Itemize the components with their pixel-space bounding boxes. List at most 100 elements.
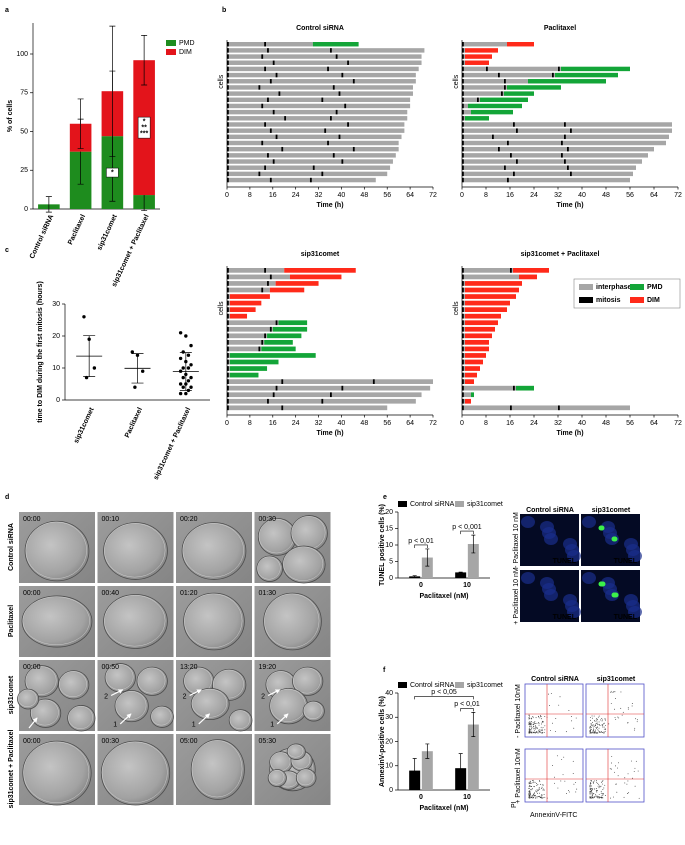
cytometry-event (604, 795, 606, 796)
mitosis-mark (227, 307, 229, 312)
fate-bar (504, 91, 534, 96)
cytometry-event (535, 727, 537, 729)
cytometry-event (597, 716, 599, 718)
cytometry-event (534, 730, 535, 732)
cytometry-event (589, 783, 591, 785)
fate-bar (275, 281, 319, 286)
y-tick-label: 25 (20, 167, 28, 174)
mitosis-mark (352, 146, 355, 152)
cytometry-event (590, 724, 592, 726)
legend-label: sip31comet (467, 682, 503, 689)
cytometry-event (530, 722, 532, 724)
x-tick-label: 40 (578, 420, 586, 427)
cytometry-event (528, 792, 530, 794)
cytometry-event (614, 716, 616, 718)
mitosis-mark (561, 153, 563, 158)
data-point (184, 334, 188, 338)
y-tick-label: 0 (56, 397, 60, 404)
x-tick-label: Paclitaxel (67, 214, 87, 246)
cytometry-event (595, 795, 597, 797)
cytometry-event (536, 796, 538, 798)
data-point (189, 385, 193, 389)
cytometry-event (530, 729, 532, 731)
fate-bar (555, 72, 618, 78)
stain-label: TUNEL (614, 614, 638, 621)
arrow (276, 713, 289, 725)
bar (455, 572, 467, 578)
legend-swatch (455, 501, 464, 507)
cell (263, 592, 322, 651)
cytometry-event (626, 783, 628, 785)
cell-highlight (22, 596, 90, 646)
x-tick-label: 48 (602, 192, 610, 199)
cytometry-event (603, 722, 605, 724)
y-tick-label: 40 (385, 690, 393, 697)
x-tick-label: 8 (248, 192, 252, 199)
arrow-label: 1 (192, 722, 196, 729)
fate-bar (278, 320, 308, 326)
cytometry-event (540, 716, 542, 717)
interphase-bar (227, 72, 416, 78)
mitosis-mark (261, 103, 264, 109)
fate-bar (465, 398, 471, 404)
cytometry-event (570, 715, 572, 717)
cytometry-event (596, 781, 598, 783)
cytometry-event (539, 783, 541, 785)
mitosis-mark (264, 42, 266, 47)
cytometry-event (530, 797, 532, 799)
cytometry-event (598, 727, 600, 729)
y-axis-label: cells (453, 74, 460, 89)
x-tick-label: 40 (578, 192, 586, 199)
cytometry-event (554, 730, 556, 732)
cell (183, 592, 245, 651)
cytometry-event (530, 724, 532, 726)
interphase-bar (227, 281, 276, 286)
fate-bar (229, 307, 256, 312)
mitosis-mark (321, 97, 324, 103)
interphase-bar (227, 48, 425, 53)
cytometry-event (535, 794, 537, 796)
cytometry-event (589, 716, 591, 718)
mitosis-mark (510, 153, 512, 158)
mitosis-mark (347, 122, 349, 127)
row-label: Control siRNA (8, 523, 15, 571)
cytometry-event (539, 729, 541, 731)
cytometry-event (591, 793, 593, 795)
mitosis-mark (462, 353, 464, 358)
interphase-bar (227, 153, 396, 158)
cytometry-event (597, 785, 599, 787)
mitosis-mark (227, 177, 229, 183)
legend-swatch (455, 682, 464, 688)
cell-highlight (30, 699, 59, 726)
axis-label: PI (511, 801, 518, 808)
cytometry-event (589, 795, 591, 797)
cytometry-event (596, 779, 597, 781)
cytometry-event (599, 785, 600, 787)
mitosis-mark (227, 85, 229, 90)
legend-frame (573, 278, 681, 309)
cytometry-event (596, 789, 598, 791)
mitosis-mark (462, 66, 464, 72)
cytometry-event (595, 719, 597, 721)
legend-label: mitosis (596, 297, 621, 304)
y-tick-label: 0 (24, 206, 28, 213)
cell (22, 740, 92, 806)
cytometry-event (542, 797, 544, 799)
cytometry-event (594, 796, 596, 797)
arrow-label: 1 (113, 722, 117, 729)
error-bar (412, 758, 417, 784)
cytometry-event (602, 726, 604, 728)
mitosis-mark (227, 385, 229, 391)
x-tick-label: 24 (292, 192, 300, 199)
cytometry-event (538, 796, 540, 798)
fate-bar (261, 346, 296, 352)
cytometry-event (529, 780, 531, 782)
mitosis-mark (504, 79, 506, 84)
chart-title: sip31comet + Paclitaxel (521, 251, 600, 258)
y-axis-label: cells (218, 74, 225, 89)
x-tick-label: 72 (674, 420, 682, 427)
mitosis-mark (498, 72, 500, 78)
cytometry-event (537, 796, 539, 797)
mitosis-mark (227, 165, 229, 170)
cytometry-event (535, 726, 537, 728)
